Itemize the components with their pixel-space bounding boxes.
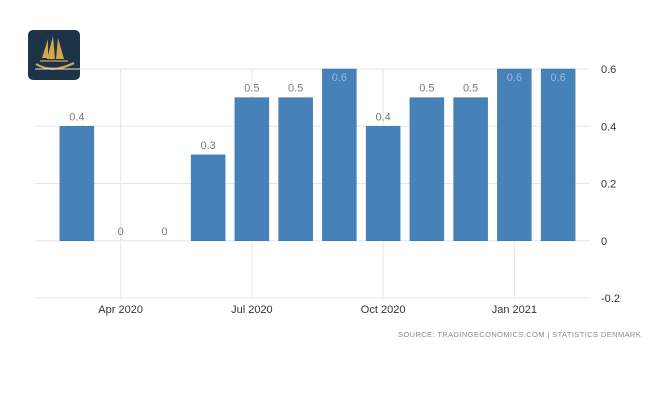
bar-value-label: 0.5 — [419, 83, 434, 95]
bars — [59, 68, 576, 241]
y-axis: 0.6 0.4 0.2 0 -0.2 — [601, 64, 620, 305]
x-tick-label: Jan 2021 — [492, 304, 537, 316]
bar — [278, 97, 313, 241]
bar-value-label: 0.6 — [332, 72, 347, 84]
logo — [28, 30, 80, 80]
bar-value-label: 0.5 — [463, 83, 478, 95]
source-note: SOURCE: TRADINGECONOMICS.COM | STATISTIC… — [398, 330, 642, 339]
bar — [365, 126, 401, 241]
bar-value-label: 0.4 — [69, 111, 84, 123]
bar-value-label: 0 — [118, 226, 124, 238]
y-tick-label: 0 — [601, 236, 607, 248]
bar — [497, 68, 532, 241]
data-labels: 0.4 0 0 0.3 0.5 0.5 0.6 0.4 0.5 0.5 0.6 0.6 — [69, 72, 566, 238]
bar — [540, 68, 576, 241]
y-tick-label: -0.2 — [601, 293, 620, 305]
bar — [234, 97, 270, 241]
y-tick-label: 0.2 — [601, 179, 616, 191]
bar-value-label: 0.4 — [375, 111, 390, 123]
y-tick-label: 0.4 — [601, 121, 616, 133]
bar — [409, 97, 445, 241]
bar — [453, 97, 488, 241]
x-tick-label: Jul 2020 — [231, 304, 273, 316]
bar-value-label: 0.6 — [507, 72, 522, 84]
bar-value-label: 0.5 — [288, 83, 303, 95]
x-tick-label: Oct 2020 — [361, 304, 406, 316]
bar-value-label: 0.3 — [200, 140, 215, 152]
x-tick-label: Apr 2020 — [98, 304, 143, 316]
bar-value-label: 0.5 — [244, 83, 259, 95]
bar — [322, 68, 357, 241]
x-axis: Apr 2020 Jul 2020 Oct 2020 Jan 2021 — [98, 304, 537, 316]
bar-value-label: 0.6 — [550, 72, 565, 84]
y-tick-label: 0.6 — [601, 64, 616, 76]
bar — [59, 126, 95, 241]
bar-value-label: 0 — [161, 226, 167, 238]
golden-sailboat-logo-icon — [28, 30, 80, 80]
bar — [190, 154, 226, 241]
